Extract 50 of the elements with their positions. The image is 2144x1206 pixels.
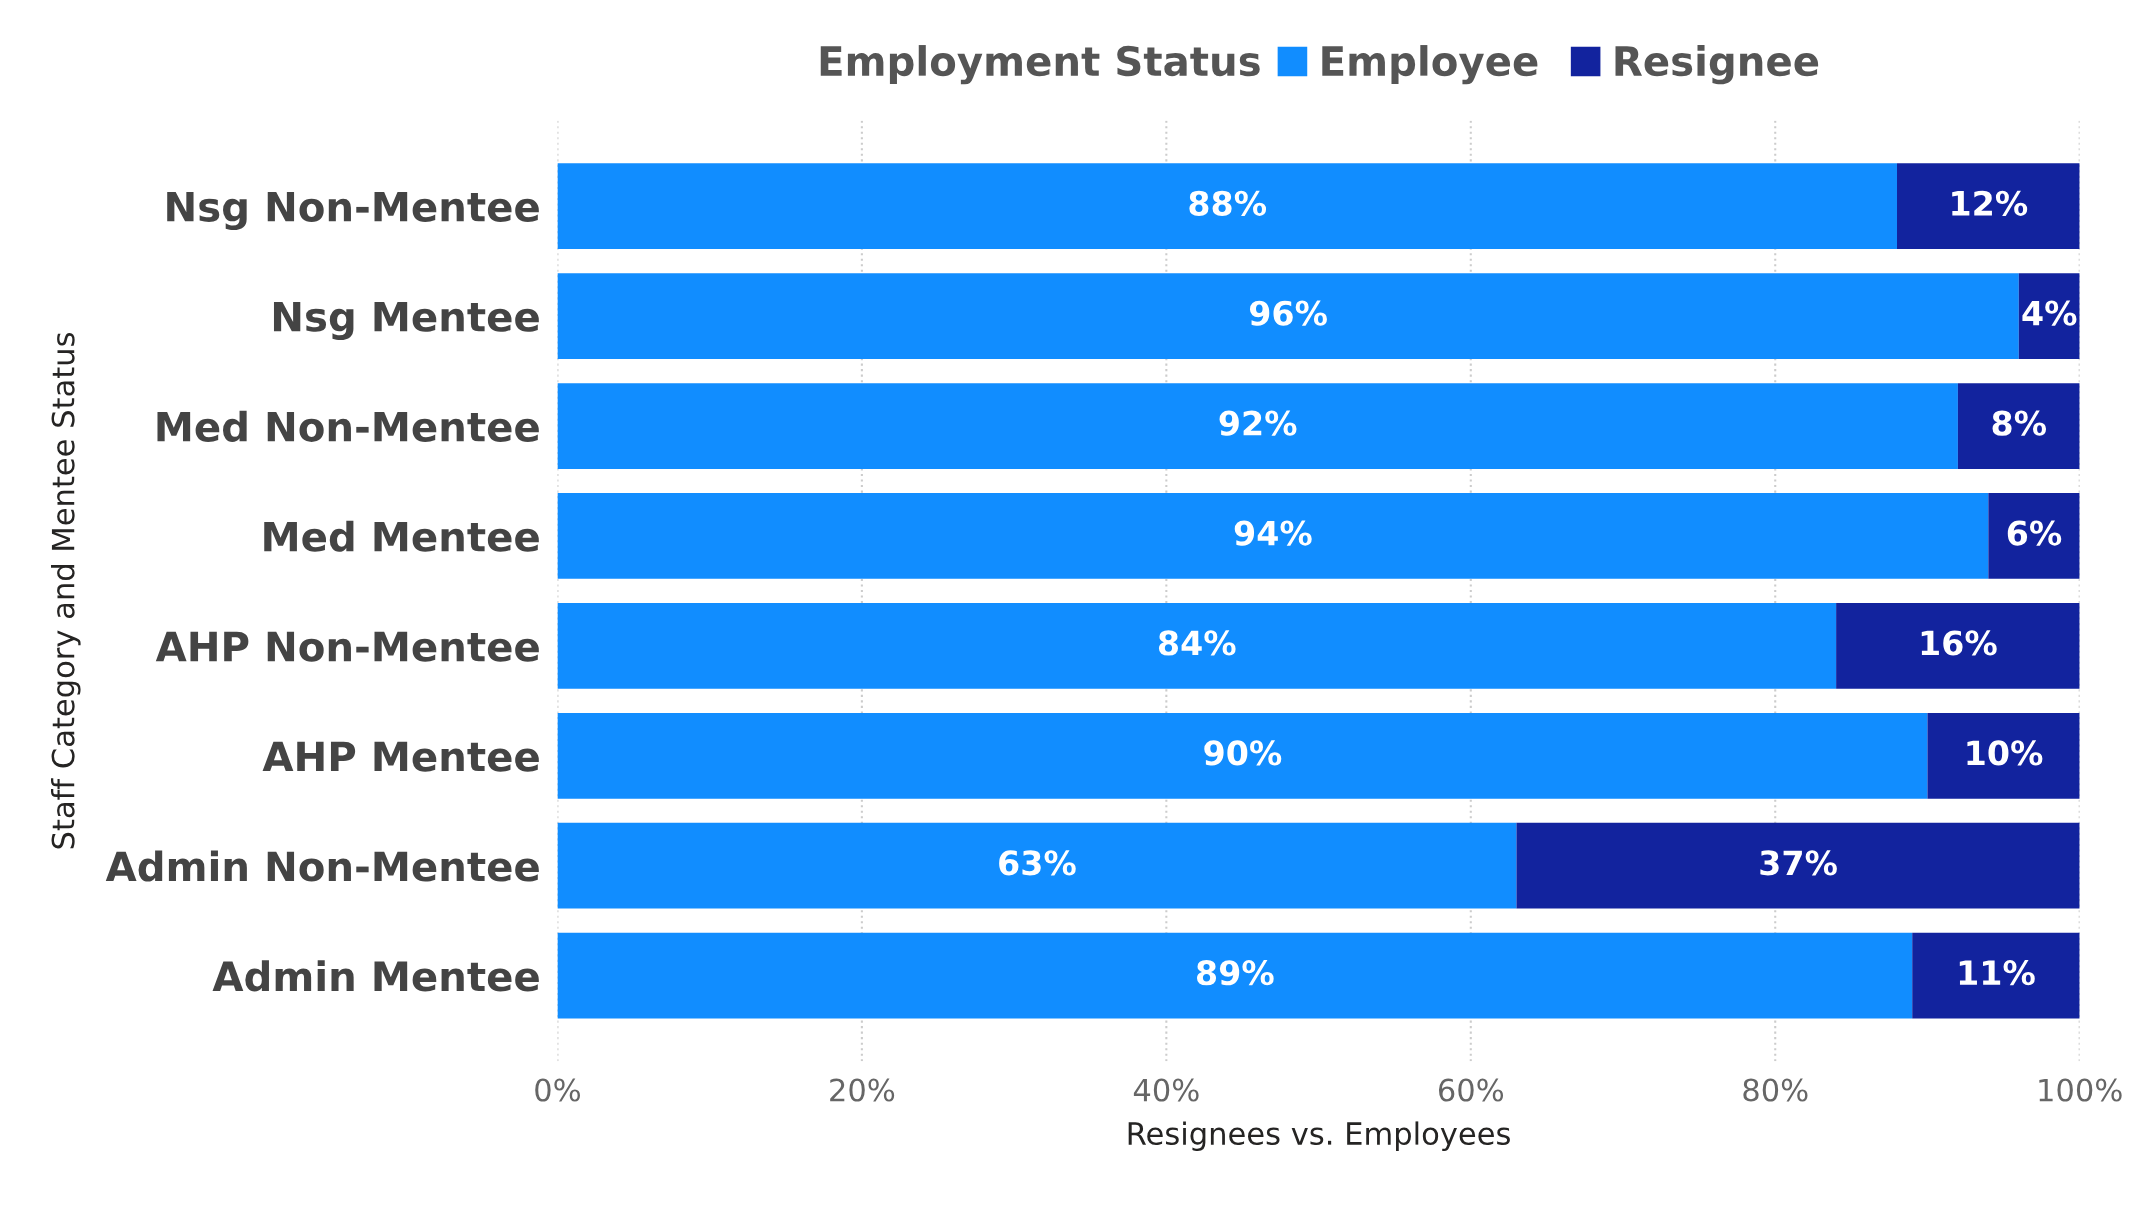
bar [1897, 163, 2080, 250]
data-label: 94% [1234, 520, 1312, 546]
data-label: 84% [1158, 630, 1236, 656]
y-tick-label: Admin Non-Mentee [105, 850, 539, 882]
bar [557, 712, 1928, 799]
bar [557, 273, 2019, 360]
y-tick-label: Admin Mentee [212, 960, 539, 992]
data-label: 90% [1204, 740, 1282, 766]
y-tick-label: Nsg Non-Mentee [167, 192, 539, 231]
data-label: 89% [1196, 960, 1274, 986]
x-axis-title: Resignees vs. Employees [1128, 1121, 1510, 1151]
data-label: 10% [1967, 740, 2043, 766]
legend-label: Resignee [1615, 45, 1819, 85]
x-tick-label: 40% [1133, 1078, 1199, 1102]
x-tick-label: 0% [535, 1078, 580, 1102]
x-tick-label: 80% [1743, 1078, 1808, 1102]
bar [557, 932, 1913, 1019]
legend-title: Employment Status [820, 45, 1260, 85]
bar [557, 822, 1517, 909]
data-label: 11% [1959, 960, 2035, 986]
legend-label: Employee [1322, 45, 1538, 85]
data-label: 88% [1189, 190, 1267, 216]
bar [1912, 932, 2080, 1019]
bar [1927, 712, 2080, 799]
data-label: 4% [2022, 300, 2077, 326]
data-label: 8% [1992, 410, 2047, 436]
x-tick-label: 20% [830, 1078, 895, 1102]
bar [1516, 822, 2080, 909]
data-label: 96% [1249, 300, 1327, 326]
bar [1836, 603, 2080, 689]
y-tick-label: Med Non-Mentee [157, 410, 539, 442]
bar [557, 493, 1989, 579]
data-label: 92% [1219, 410, 1297, 436]
data-label: 16% [1921, 630, 1997, 656]
bar [557, 603, 1837, 689]
bar [557, 383, 1958, 469]
data-label: 37% [1760, 850, 1837, 876]
bar [557, 163, 1898, 250]
y-tick-label: AHP Non-Mentee [155, 631, 539, 662]
x-tick-label: 60% [1438, 1078, 1504, 1102]
data-label: 12% [1952, 190, 2028, 216]
y-tick-label: AHP Mentee [262, 741, 539, 772]
data-label: 63% [999, 850, 1076, 876]
bar [1988, 493, 2080, 579]
y-tick-label: Nsg Mentee [273, 301, 539, 340]
data-label: 6% [2007, 520, 2062, 546]
y-axis-title: Staff Category and Mentee Status [50, 332, 81, 849]
x-tick-label: 100% [2039, 1078, 2122, 1102]
bar [1957, 383, 2080, 469]
y-tick-label: Med Mentee [264, 520, 539, 552]
